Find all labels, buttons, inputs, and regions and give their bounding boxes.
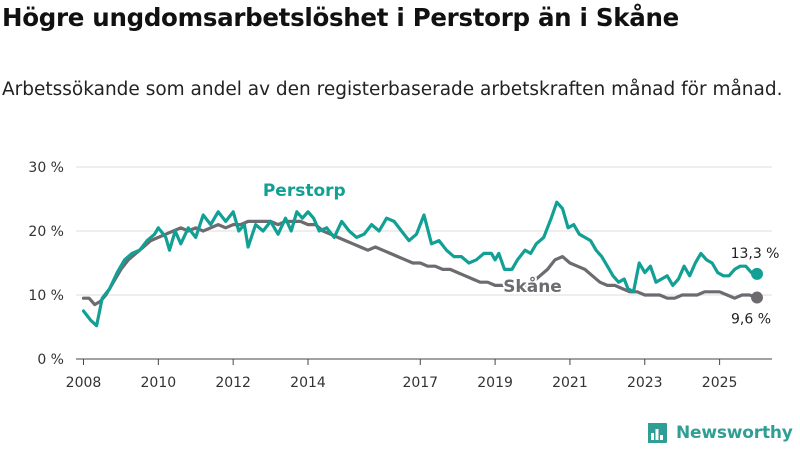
chart-title: Högre ungdomsarbetslöshet i Perstorp än … bbox=[2, 3, 679, 32]
perstorp-end-marker bbox=[751, 267, 764, 280]
x-tick-label: 2017 bbox=[402, 375, 438, 391]
chart-subtitle: Arbetssökande som andel av den registerb… bbox=[2, 79, 783, 100]
x-tick-label: 2008 bbox=[66, 375, 102, 391]
perstorp-series-label: Perstorp bbox=[263, 181, 346, 201]
x-tick-label: 2010 bbox=[141, 375, 177, 391]
x-tick-label: 2019 bbox=[477, 375, 513, 391]
newsworthy-logo: Newsworthy bbox=[645, 420, 793, 446]
newsworthy-logo-icon bbox=[648, 423, 667, 443]
y-tick-label: 20 % bbox=[28, 224, 64, 240]
skane-end-marker bbox=[751, 291, 764, 304]
skane-series-label: Skåne bbox=[503, 275, 562, 297]
x-tick-label: 2021 bbox=[552, 375, 588, 391]
x-tick-label: 2012 bbox=[215, 375, 251, 391]
x-tick-label: 2014 bbox=[290, 375, 326, 391]
perstorp-end-label: 13,3 % bbox=[731, 246, 780, 262]
y-tick-label: 0 % bbox=[37, 352, 64, 368]
x-tick-label: 2025 bbox=[702, 375, 738, 391]
series-line-perstorp bbox=[81, 200, 759, 328]
newsworthy-logo-text: Newsworthy bbox=[676, 423, 793, 443]
y-tick-label: 30 % bbox=[28, 160, 64, 176]
skane-end-label: 9,6 % bbox=[731, 312, 771, 328]
x-tick-label: 2023 bbox=[627, 375, 663, 391]
y-tick-label: 10 % bbox=[28, 288, 64, 304]
